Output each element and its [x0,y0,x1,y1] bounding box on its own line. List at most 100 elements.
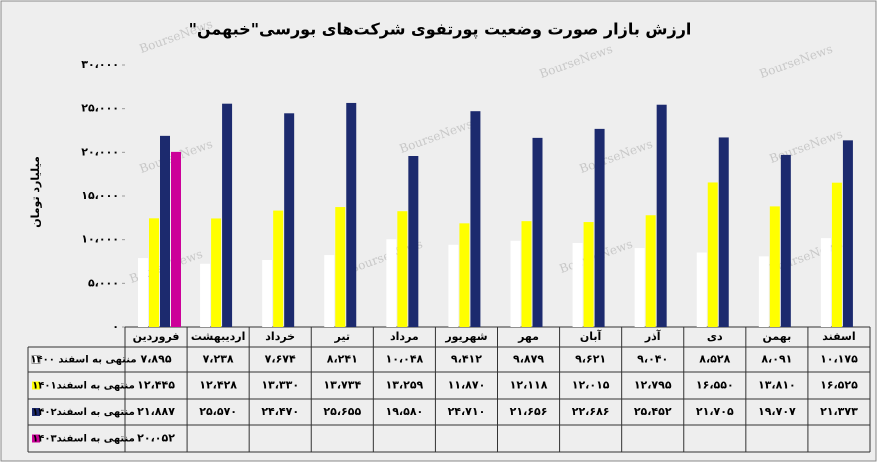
bar [448,244,459,327]
data-label: ۲۱،۳۷۳ [820,405,858,418]
bar [707,182,718,327]
bar [335,207,346,327]
bar [769,206,780,327]
x-tick-label: اردیبهشت [191,330,245,343]
y-axis-label: میلیارد تومان [29,156,42,228]
bar [758,256,769,327]
x-tick-label: آذر [644,329,661,343]
bar [656,104,667,327]
bar [459,223,470,327]
data-label: ۹،۴۱۲ [451,353,482,366]
y-tick-label: ۳۰،۰۰۰ [81,58,119,71]
data-label: ۱۲،۱۱۸ [510,379,548,392]
data-label: ۲۵،۶۵۵ [323,405,361,418]
x-tick-label: شهریور [444,330,487,343]
bar [200,263,211,327]
y-tick-label: ۰ [112,320,119,333]
data-label: ۷،۲۳۸ [203,353,234,366]
legend-swatch [32,381,40,390]
data-label: ۱۶،۵۲۵ [820,379,858,392]
bar [284,113,295,327]
bar [510,240,521,327]
data-label: ۱۲،۴۲۸ [199,379,237,392]
data-label: ۷،۸۹۵ [141,353,172,366]
bar [397,211,408,327]
bar [262,259,273,327]
legend-label: منتهی به اسفند۱۴۰۲ [32,407,135,418]
legend-swatch [31,355,41,364]
y-tick-label: ۱۵،۰۰۰ [81,189,119,202]
data-label: ۱۱،۸۷۰ [448,379,486,392]
x-tick-label: مرداد [390,330,419,343]
chart-title: ارزش بازار صورت وضعیت پورتفوی شرکت‌های ب… [189,20,692,40]
data-label: ۹،۰۴۰ [637,353,668,366]
bar [532,137,543,327]
bar [634,248,645,327]
bar [346,102,357,327]
bar [842,140,853,327]
data-label: ۱۳،۷۳۴ [323,379,361,392]
bar [222,103,233,328]
data-label: ۱۲،۷۹۵ [634,379,672,392]
data-label: ۱۰،۱۷۵ [820,353,858,366]
data-label: ۹،۶۲۱ [575,353,606,366]
y-tick-label: ۱۰،۰۰۰ [81,233,119,246]
x-tick-label: اسفند [822,330,855,343]
data-label: ۸،۰۹۱ [761,353,792,366]
bar [780,154,791,327]
bar [408,156,419,327]
x-tick-label: بهمن [763,330,792,343]
x-tick-label: تیر [334,330,350,343]
data-label: ۲۴،۴۷۰ [261,405,299,418]
x-tick-label: دی [707,330,723,343]
data-label: ۲۵،۵۷۰ [199,405,237,418]
data-label: ۲۱،۷۰۵ [696,405,734,418]
bar [171,151,181,327]
data-label: ۱۳،۸۱۰ [758,379,796,392]
bar [645,215,656,327]
x-tick-label: آبان [580,329,602,343]
data-label: ۲۴،۷۱۰ [448,405,486,418]
legend-label: منتهی به اسفند ۱۴۰۰ [30,355,136,366]
y-tick-label: ۲۰،۰۰۰ [81,145,119,158]
bar [583,222,594,327]
bar [470,111,481,327]
data-label: ۱۲،۴۴۵ [137,379,175,392]
data-label: ۲۱،۶۵۶ [510,405,548,418]
bar [273,210,284,327]
data-label: ۱۰،۰۴۸ [386,353,424,366]
legend-swatch [32,408,40,416]
x-tick-label: خرداد [265,330,295,343]
y-tick-label: ۲۵،۰۰۰ [81,102,119,115]
data-label: ۸،۲۴۱ [327,353,358,366]
bar [138,258,148,327]
x-tick-label: فروردین [133,330,180,343]
y-tick-label: ۵،۰۰۰ [88,276,119,289]
data-label: ۸،۵۲۸ [699,353,730,366]
bar [820,238,831,327]
data-label: ۲۵،۴۵۲ [634,405,672,418]
data-label: ۱۳،۲۵۹ [386,379,424,392]
x-tick-label: مهر [517,330,539,343]
bar [324,255,335,327]
legend-swatch [32,434,40,443]
data-label: ۱۹،۵۸۰ [386,405,424,418]
data-label: ۲۲،۶۸۶ [572,405,610,418]
data-label: ۱۶،۵۵۰ [696,379,734,392]
bar [718,137,729,327]
bar [386,239,397,327]
legend-label: منتهی به اسفند۱۴۰۱ [32,381,135,392]
data-label: ۲۱،۸۸۷ [137,405,175,418]
bar [572,242,583,327]
bar [211,218,222,327]
data-label: ۹،۸۷۹ [513,353,544,366]
bar [160,135,170,327]
legend-label: منتهی به اسفند۱۴۰۳ [32,434,135,445]
bar [831,182,842,327]
data-label: ۱۹،۷۰۷ [758,405,796,418]
bar [521,221,532,327]
bar [696,252,707,327]
data-label: ۱۲،۰۱۵ [572,379,610,392]
